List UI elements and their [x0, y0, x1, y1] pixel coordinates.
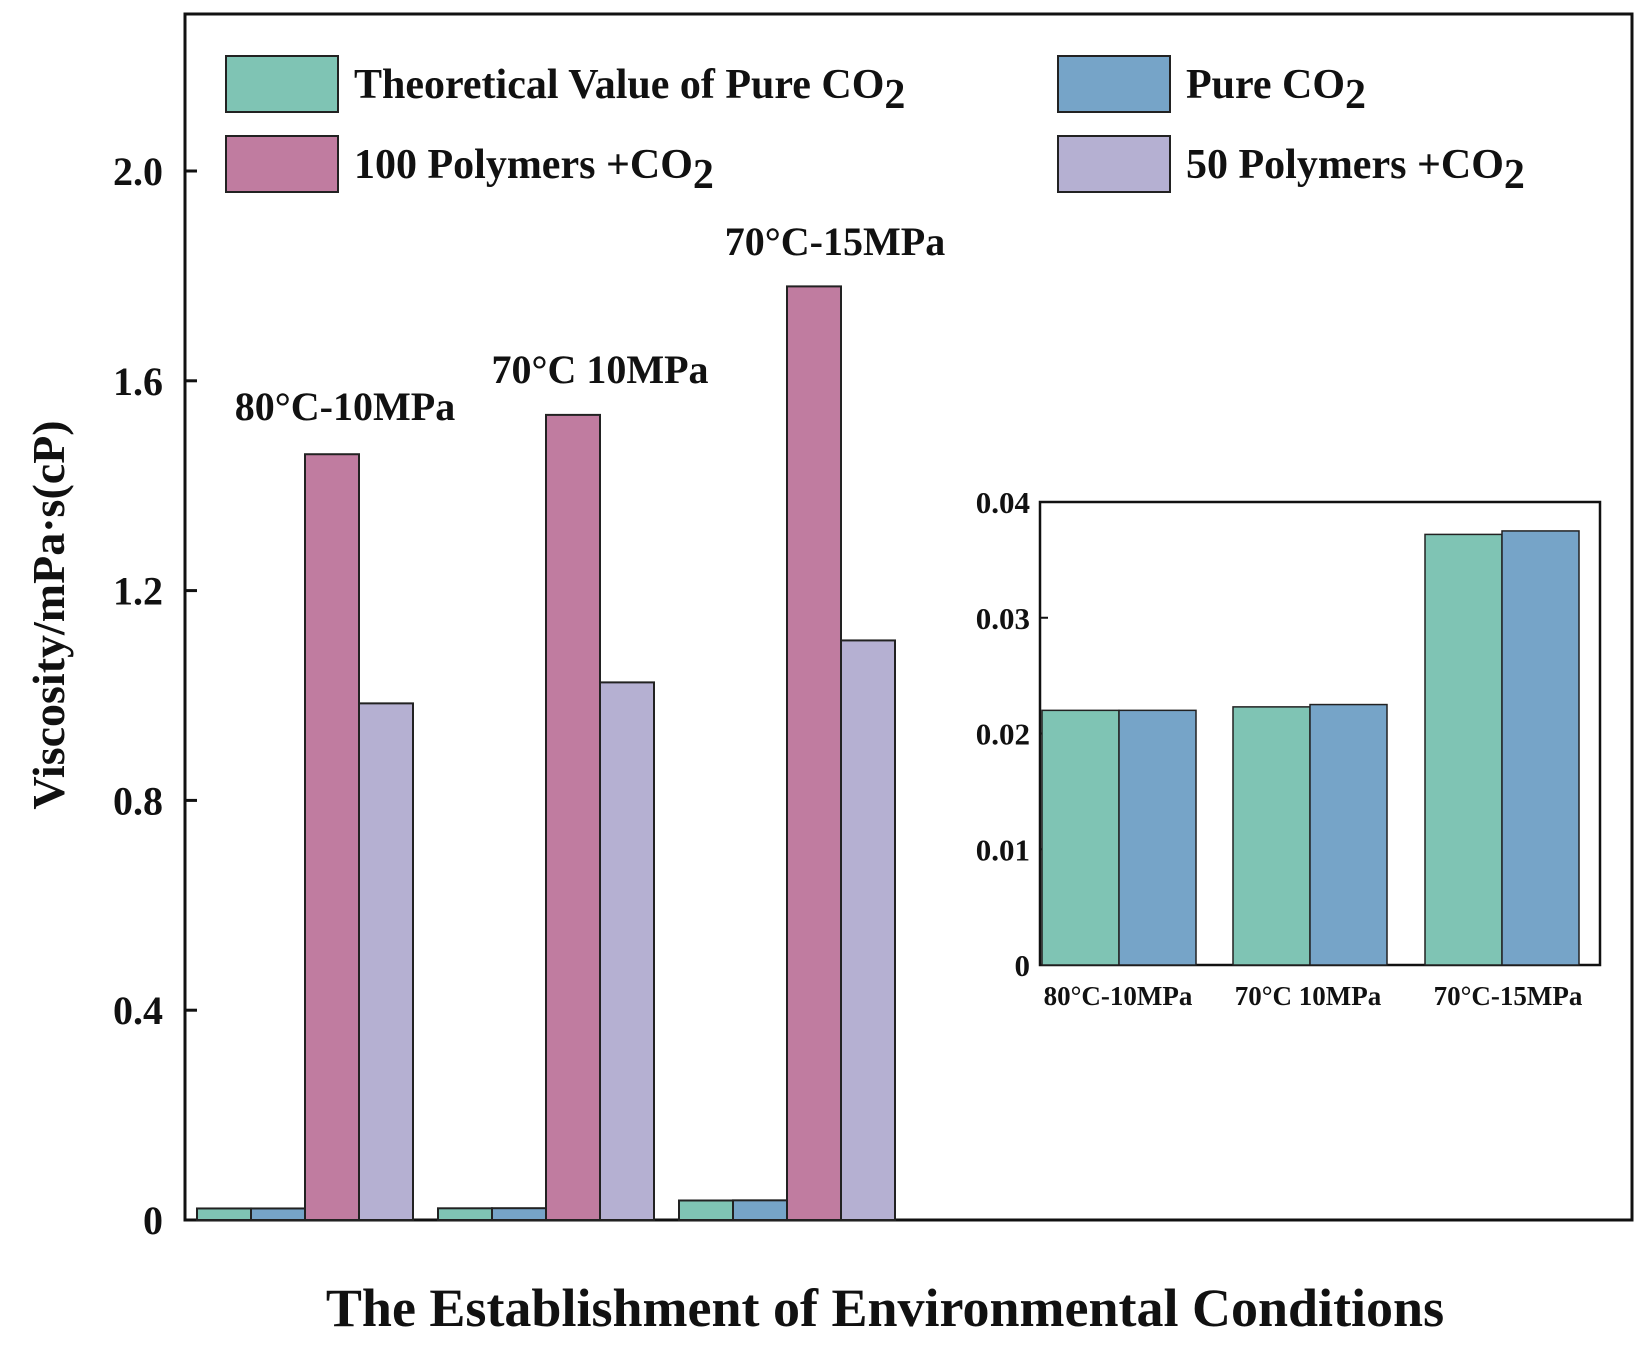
y-tick-label: 2.0 [113, 149, 163, 194]
legend-swatch [1057, 135, 1171, 193]
bar [196, 1207, 252, 1222]
bar [599, 681, 655, 1221]
y-tick-label: 1.6 [113, 359, 163, 404]
category-annotation: 70°C 10MPa [491, 347, 708, 392]
legend-swatch [1057, 55, 1171, 113]
legend-label: 100 Polymers +CO2 [354, 142, 714, 198]
main-bars [196, 285, 896, 1222]
bar [678, 1199, 734, 1222]
bar [304, 453, 360, 1222]
y-axis-title: Viscosity/mPa·s(cP) [23, 420, 74, 809]
y-tick-label: 0.4 [113, 988, 163, 1033]
category-annotation: 80°C-10MPa [235, 384, 455, 429]
main-category-labels: 80°C-10MPa 70°C 10MPa 70°C-15MPa [235, 219, 945, 429]
inset-y-tick-label: 0.01 [976, 832, 1030, 867]
x-axis-title: The Establishment of Environmental Condi… [326, 1278, 1444, 1338]
legend: Theoretical Value of Pure CO2 Pure CO2 100… [225, 55, 1525, 198]
inset-category-label: 80°C-10MPa [1044, 981, 1193, 1011]
bar [732, 1199, 788, 1222]
bar [358, 702, 414, 1221]
y-tick-label: 0 [143, 1198, 163, 1243]
inset-bar [1118, 709, 1197, 966]
legend-swatch [225, 55, 339, 113]
legend-label: Theoretical Value of Pure CO2 [354, 62, 905, 118]
inset-category-labels: 80°C-10MPa 70°C 10MPa 70°C-15MPa [1044, 981, 1583, 1011]
inset-bar [1232, 706, 1311, 966]
inset-category-label: 70°C 10MPa [1235, 981, 1382, 1011]
inset-bar [1424, 533, 1503, 966]
inset-y-tick-label: 0.02 [976, 717, 1030, 752]
category-annotation: 70°C-15MPa [725, 219, 945, 264]
y-tick-label: 1.2 [113, 569, 163, 614]
main-plot-frame [183, 12, 1634, 1222]
inset-bars [1041, 530, 1580, 966]
bar [545, 413, 601, 1221]
inset-bar [1501, 530, 1580, 966]
inset-bar [1309, 703, 1388, 966]
bar [437, 1207, 493, 1222]
bar [250, 1207, 306, 1222]
bar [491, 1207, 547, 1221]
legend-swatch [225, 135, 339, 193]
inset-y-tick-label: 0.03 [976, 601, 1030, 636]
legend-label: 50 Polymers +CO2 [1186, 142, 1525, 198]
inset-y-axis: 0 0.01 0.02 0.03 0.04 [976, 485, 1048, 983]
inset-category-label: 70°C-15MPa [1434, 981, 1583, 1011]
legend-label: Pure CO2 [1186, 62, 1366, 118]
y-tick-label: 0.8 [113, 778, 163, 823]
bar [840, 639, 896, 1221]
inset-bar [1041, 709, 1120, 966]
inset-y-tick-label: 0.04 [976, 485, 1030, 520]
inset-y-tick-label: 0 [1015, 948, 1031, 983]
main-y-axis: 0 0.4 0.8 1.2 1.6 2.0 [113, 149, 197, 1243]
bar [786, 285, 842, 1221]
